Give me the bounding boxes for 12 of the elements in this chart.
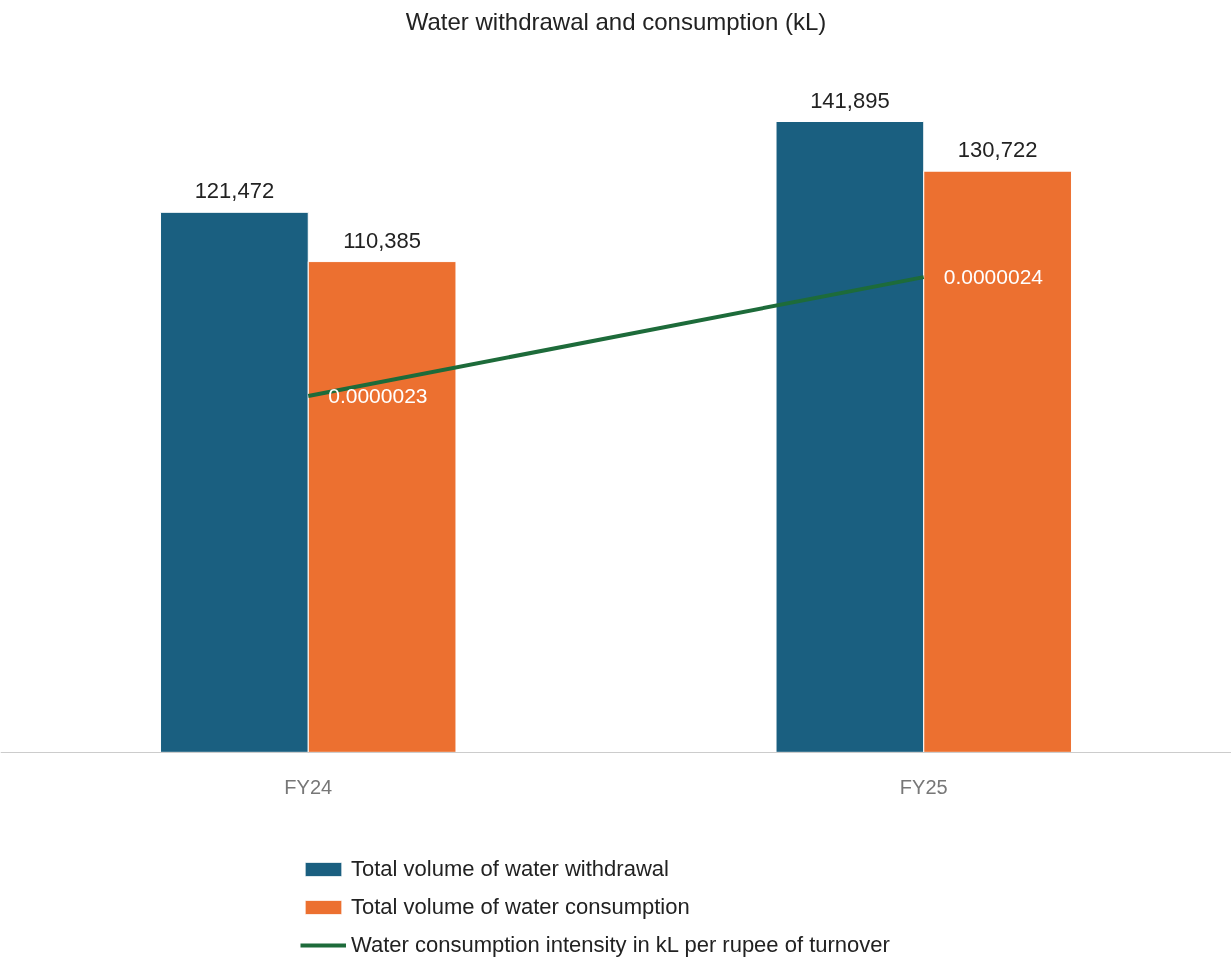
legend-label: Total volume of water consumption bbox=[351, 894, 690, 920]
x-tick-label: FY25 bbox=[899, 776, 948, 799]
data-label: 121,472 bbox=[194, 178, 275, 204]
data-label: 130,722 bbox=[957, 137, 1038, 163]
chart-title: Water withdrawal and consumption (kL) bbox=[405, 7, 827, 35]
legend-label: Water consumption intensity in kL per rupee of turnover bbox=[351, 932, 890, 958]
x-tick-label: FY24 bbox=[284, 776, 333, 799]
data-label: 0.0000023 bbox=[328, 383, 428, 407]
data-label: 110,385 bbox=[343, 227, 422, 253]
data-label: 141,895 bbox=[810, 87, 890, 113]
legend-label: Total volume of water withdrawal bbox=[351, 856, 669, 882]
data-label: 0.0000024 bbox=[943, 265, 1044, 289]
